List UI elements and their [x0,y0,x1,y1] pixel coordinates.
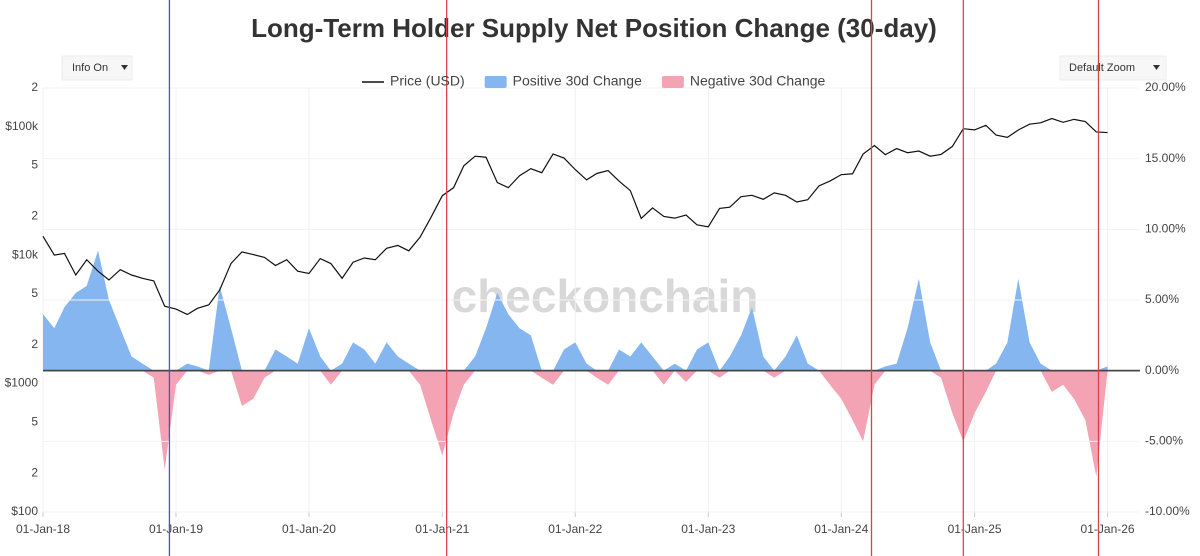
legend-swatch [484,76,507,88]
y-tick-label: 5 [31,414,38,428]
x-tick-label: 01-Jan-26 [1081,522,1135,536]
x-tick-label: 01-Jan-19 [149,522,203,536]
legend-label: Positive 30d Change [513,73,642,89]
x-tick-label: 01-Jan-20 [282,522,336,536]
y-tick-label: 2 [31,80,38,94]
y-tick-label: 5 [31,158,38,172]
y2-tick-label: 10.00% [1145,222,1186,236]
legend-label: Negative 30d Change [690,73,826,89]
button-label[interactable]: Default Zoom [1069,62,1135,74]
area [43,370,1108,477]
y2-tick-label: 0.00% [1145,363,1179,377]
x-tick-label: 01-Jan-22 [548,522,602,536]
plot-layer [42,88,1109,517]
y2-tick-label: 15.00% [1145,151,1186,165]
y-tick-label: 2 [31,466,38,480]
y-tick-label: $10k [12,247,39,261]
price-line [42,117,1108,316]
zoom-button[interactable]: Default Zoom [1059,55,1167,81]
dropdown-arrow[interactable] [121,65,128,70]
chart-title: Long-Term Holder Supply Net Position Cha… [251,13,937,43]
y2-tick-label: 20.00% [1145,80,1186,94]
x-tick-label: 01-Jan-23 [681,522,735,536]
legend-swatch [661,76,684,88]
area [43,250,1108,371]
button-box[interactable] [61,55,133,81]
button-label[interactable]: Info On [72,62,108,74]
dropdown-arrow[interactable] [1153,65,1160,70]
y-tick-label: $100 [11,504,38,518]
legend-label: Price (USD) [390,73,465,89]
x-tick-label: 01-Jan-25 [948,522,1002,536]
y-tick-label: 2 [31,209,38,223]
y2-tick-label: -5.00% [1145,434,1183,448]
x-tick-label: 01-Jan-21 [415,522,469,536]
y2-tick-label: 5.00% [1145,292,1179,306]
button-box[interactable] [1059,55,1167,81]
x-tick-label: 01-Jan-24 [814,522,868,536]
y-tick-label: 2 [31,337,38,351]
x-tick-label: 01-Jan-18 [16,522,70,536]
y-tick-label: $100k [5,119,39,133]
y2-tick-label: -10.00% [1145,504,1190,518]
y-tick-label: 5 [31,286,38,300]
info-button[interactable]: Info On [61,55,133,81]
y-tick-label: $1000 [5,376,39,390]
